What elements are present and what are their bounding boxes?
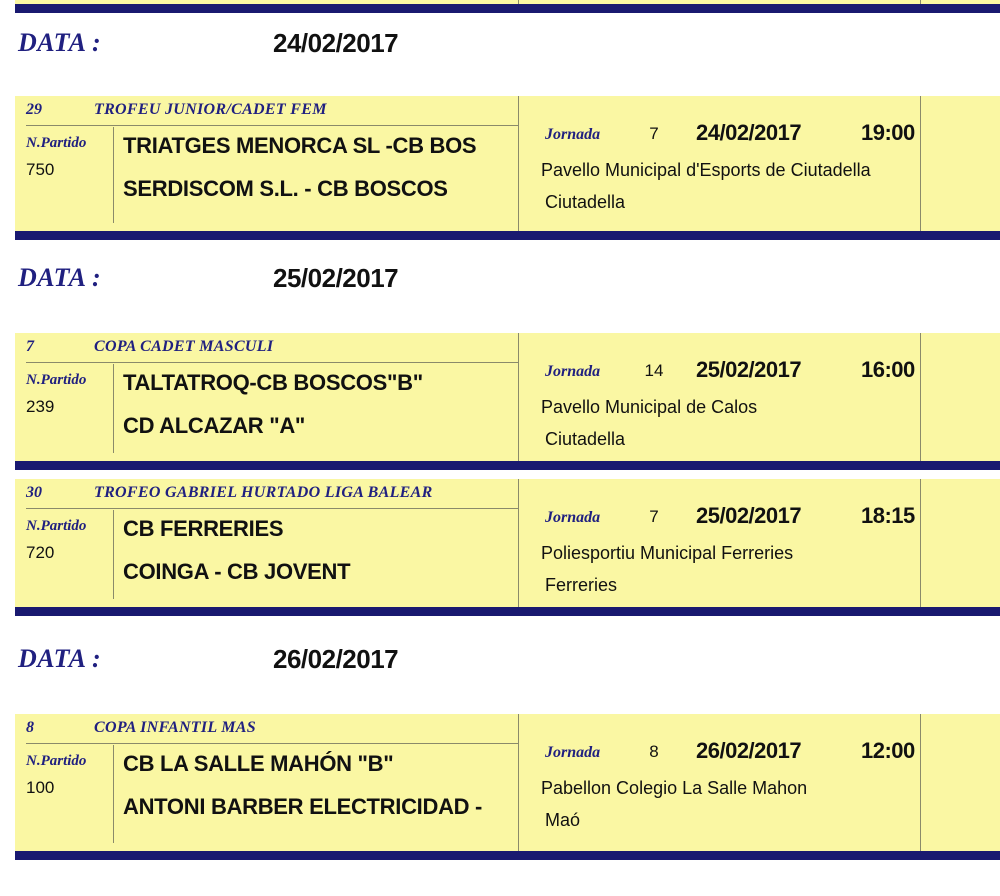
away-team: SERDISCOM S.L. - CB BOSCOS bbox=[123, 176, 448, 201]
date-label: DATA : bbox=[18, 263, 102, 292]
home-team: CB FERRERIES bbox=[123, 516, 284, 541]
extra-column bbox=[921, 333, 1000, 461]
competition-name: COPA INFANTIL MAS bbox=[94, 719, 256, 736]
panel-divider bbox=[518, 479, 519, 607]
panel-divider-right bbox=[920, 714, 921, 851]
n-partido-value: 720 bbox=[26, 543, 55, 562]
date-heading: DATA : 25/02/2017 bbox=[0, 257, 1000, 299]
venue-town: Ciutadella bbox=[545, 429, 626, 449]
match-time: 19:00 bbox=[861, 120, 915, 145]
match-right-panel: Jornada 8 26/02/2017 12:00 Pabellon Cole… bbox=[519, 714, 920, 851]
date-label: DATA : bbox=[18, 28, 102, 57]
previous-card-remnant bbox=[15, 0, 1000, 13]
match-card[interactable]: 30 TROFEO GABRIEL HURTADO LIGA BALEAR N.… bbox=[15, 479, 1000, 616]
match-time: 18:15 bbox=[861, 503, 915, 528]
competition-number: 29 bbox=[26, 101, 42, 118]
competition-number: 30 bbox=[26, 484, 42, 501]
column-divider bbox=[518, 0, 519, 5]
panel-divider-right bbox=[920, 479, 921, 607]
venue-name: Pavello Municipal de Calos bbox=[541, 397, 758, 417]
jornada-label: Jornada bbox=[545, 363, 601, 380]
jornada-number: 7 bbox=[649, 124, 659, 143]
home-team: TALTATROQ-CB BOSCOS"B" bbox=[123, 370, 423, 395]
match-card[interactable]: 29 TROFEU JUNIOR/CADET FEM N.Partido 750… bbox=[15, 96, 1000, 240]
away-team: CD ALCAZAR "A" bbox=[123, 413, 306, 438]
match-date: 25/02/2017 bbox=[696, 503, 802, 528]
n-partido-value: 239 bbox=[26, 397, 55, 416]
competition-name: COPA CADET MASCULI bbox=[94, 338, 274, 355]
home-team: CB LA SALLE MAHÓN "B" bbox=[123, 751, 394, 776]
n-partido-label: N.Partido bbox=[26, 753, 87, 769]
venue-town: Ciutadella bbox=[545, 192, 626, 212]
match-right-panel: Jornada 7 24/02/2017 19:00 Pavello Munic… bbox=[519, 96, 920, 231]
venue-name: Poliesportiu Municipal Ferreries bbox=[541, 543, 794, 563]
match-time: 12:00 bbox=[861, 738, 915, 763]
n-partido-label: N.Partido bbox=[26, 135, 87, 151]
match-left-panel: N.Partido 750 TRIATGES MENORCA SL -CB BO… bbox=[15, 127, 518, 231]
away-team: COINGA - CB JOVENT bbox=[123, 559, 351, 584]
date-label: DATA : bbox=[18, 644, 102, 673]
jornada-label: Jornada bbox=[545, 126, 601, 143]
venue-town: Ferreries bbox=[545, 575, 618, 595]
date-heading: DATA : 24/02/2017 bbox=[0, 22, 1000, 64]
competition-name: TROFEU JUNIOR/CADET FEM bbox=[94, 101, 327, 118]
match-left-panel: N.Partido 720 CB FERRERIES COINGA - CB J… bbox=[15, 510, 518, 607]
date-value: 25/02/2017 bbox=[273, 262, 399, 293]
panel-divider bbox=[518, 714, 519, 851]
column-divider-right bbox=[920, 0, 921, 5]
venue-town: Maó bbox=[545, 810, 581, 830]
match-right-panel: Jornada 14 25/02/2017 16:00 Pavello Muni… bbox=[519, 333, 920, 461]
partido-divider bbox=[113, 510, 114, 599]
jornada-number: 7 bbox=[649, 507, 659, 526]
match-date: 26/02/2017 bbox=[696, 738, 802, 763]
away-team: ANTONI BARBER ELECTRICIDAD - bbox=[123, 794, 483, 819]
competition-header: 29 TROFEU JUNIOR/CADET FEM bbox=[15, 96, 1000, 127]
venue-name: Pavello Municipal d'Esports de Ciutadell… bbox=[541, 160, 871, 180]
n-partido-label: N.Partido bbox=[26, 518, 87, 534]
n-partido-value: 100 bbox=[26, 778, 55, 797]
header-rule bbox=[26, 743, 518, 744]
match-date: 24/02/2017 bbox=[696, 120, 802, 145]
extra-column bbox=[921, 714, 1000, 851]
match-right-panel: Jornada 7 25/02/2017 18:15 Poliesportiu … bbox=[519, 479, 920, 607]
panel-divider bbox=[518, 96, 519, 231]
panel-divider-right bbox=[920, 333, 921, 461]
partido-divider bbox=[113, 127, 114, 223]
competition-header: 7 COPA CADET MASCULI bbox=[15, 333, 1000, 364]
match-left-panel: N.Partido 100 CB LA SALLE MAHÓN "B" ANTO… bbox=[15, 745, 518, 851]
date-value: 24/02/2017 bbox=[273, 27, 399, 58]
jornada-number: 14 bbox=[644, 361, 664, 380]
competition-number: 8 bbox=[26, 719, 34, 736]
match-date: 25/02/2017 bbox=[696, 357, 802, 382]
jornada-label: Jornada bbox=[545, 509, 601, 526]
match-time: 16:00 bbox=[861, 357, 915, 382]
partido-divider bbox=[113, 364, 114, 453]
match-card[interactable]: 7 COPA CADET MASCULI N.Partido 239 TALTA… bbox=[15, 333, 1000, 470]
venue-name: Pabellon Colegio La Salle Mahon bbox=[541, 778, 808, 798]
date-heading: DATA : 26/02/2017 bbox=[0, 638, 1000, 680]
competition-number: 7 bbox=[26, 338, 34, 355]
header-rule bbox=[26, 508, 518, 509]
n-partido-label: N.Partido bbox=[26, 372, 87, 388]
panel-divider bbox=[518, 333, 519, 461]
extra-column bbox=[921, 96, 1000, 231]
extra-column bbox=[921, 479, 1000, 607]
panel-divider-right bbox=[920, 96, 921, 231]
partido-divider bbox=[113, 745, 114, 843]
header-rule bbox=[26, 125, 518, 126]
competition-name: TROFEO GABRIEL HURTADO LIGA BALEAR bbox=[94, 484, 433, 501]
n-partido-value: 750 bbox=[26, 160, 55, 179]
date-value: 26/02/2017 bbox=[273, 643, 399, 674]
home-team: TRIATGES MENORCA SL -CB BOS bbox=[123, 133, 477, 158]
match-card[interactable]: 8 COPA INFANTIL MAS N.Partido 100 CB LA … bbox=[15, 714, 1000, 860]
jornada-number: 8 bbox=[649, 742, 659, 761]
competition-header: 8 COPA INFANTIL MAS bbox=[15, 714, 1000, 745]
competition-header: 30 TROFEO GABRIEL HURTADO LIGA BALEAR bbox=[15, 479, 1000, 510]
header-rule bbox=[26, 362, 518, 363]
match-left-panel: N.Partido 239 TALTATROQ-CB BOSCOS"B" CD … bbox=[15, 364, 518, 461]
card-bottom-rule bbox=[15, 4, 1000, 13]
jornada-label: Jornada bbox=[545, 744, 601, 761]
